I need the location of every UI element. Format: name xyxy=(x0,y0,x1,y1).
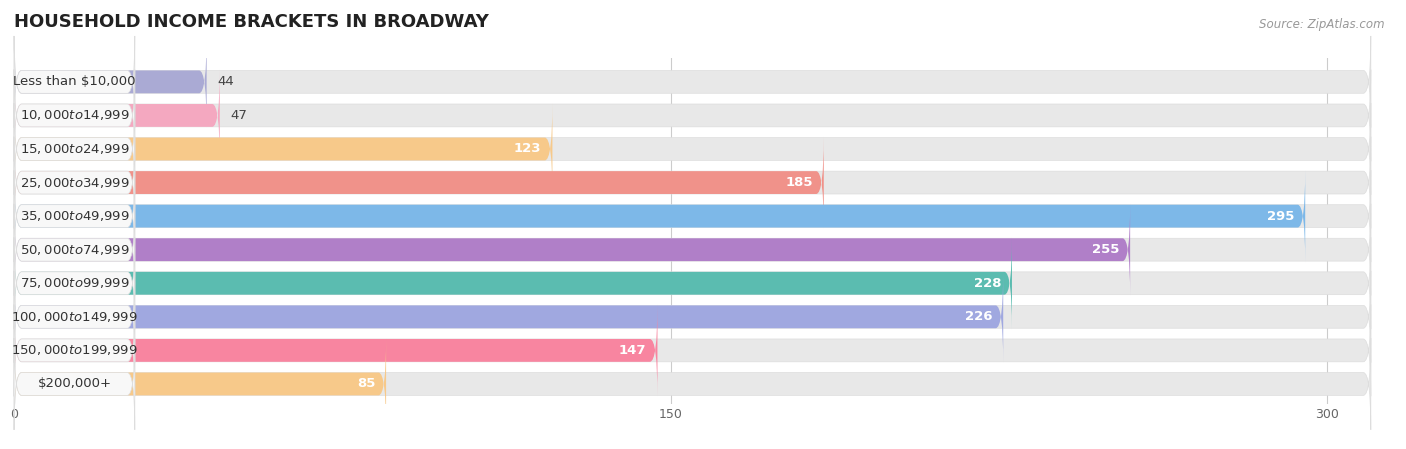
FancyBboxPatch shape xyxy=(14,304,135,396)
FancyBboxPatch shape xyxy=(14,136,824,229)
Text: 147: 147 xyxy=(619,344,647,357)
Text: $200,000+: $200,000+ xyxy=(38,378,111,391)
FancyBboxPatch shape xyxy=(14,136,135,229)
Text: $35,000 to $49,999: $35,000 to $49,999 xyxy=(20,209,129,223)
FancyBboxPatch shape xyxy=(14,338,1371,430)
Text: 44: 44 xyxy=(218,75,235,88)
FancyBboxPatch shape xyxy=(14,36,135,128)
FancyBboxPatch shape xyxy=(14,36,1371,128)
FancyBboxPatch shape xyxy=(14,170,1305,262)
Text: 123: 123 xyxy=(515,142,541,155)
FancyBboxPatch shape xyxy=(14,36,207,128)
FancyBboxPatch shape xyxy=(14,70,219,161)
FancyBboxPatch shape xyxy=(14,238,1012,329)
Text: $25,000 to $34,999: $25,000 to $34,999 xyxy=(20,176,129,189)
FancyBboxPatch shape xyxy=(14,271,135,363)
FancyBboxPatch shape xyxy=(14,70,135,161)
Text: $15,000 to $24,999: $15,000 to $24,999 xyxy=(20,142,129,156)
Text: $150,000 to $199,999: $150,000 to $199,999 xyxy=(11,343,138,357)
FancyBboxPatch shape xyxy=(14,136,1371,229)
FancyBboxPatch shape xyxy=(14,170,135,262)
Text: 226: 226 xyxy=(965,310,993,323)
FancyBboxPatch shape xyxy=(14,103,553,195)
Text: $100,000 to $149,999: $100,000 to $149,999 xyxy=(11,310,138,324)
Text: 85: 85 xyxy=(357,378,375,391)
Text: 255: 255 xyxy=(1092,243,1119,256)
Text: HOUSEHOLD INCOME BRACKETS IN BROADWAY: HOUSEHOLD INCOME BRACKETS IN BROADWAY xyxy=(14,13,489,31)
Text: 47: 47 xyxy=(231,109,247,122)
FancyBboxPatch shape xyxy=(14,338,135,430)
Text: Less than $10,000: Less than $10,000 xyxy=(13,75,136,88)
FancyBboxPatch shape xyxy=(14,204,1130,295)
Text: $75,000 to $99,999: $75,000 to $99,999 xyxy=(20,276,129,290)
Text: $10,000 to $14,999: $10,000 to $14,999 xyxy=(20,108,129,123)
Text: 228: 228 xyxy=(973,277,1001,290)
FancyBboxPatch shape xyxy=(14,238,135,329)
FancyBboxPatch shape xyxy=(14,271,1371,363)
Text: $50,000 to $74,999: $50,000 to $74,999 xyxy=(20,243,129,257)
FancyBboxPatch shape xyxy=(14,204,1371,295)
FancyBboxPatch shape xyxy=(14,238,1371,329)
Text: 185: 185 xyxy=(786,176,813,189)
FancyBboxPatch shape xyxy=(14,103,135,195)
Text: Source: ZipAtlas.com: Source: ZipAtlas.com xyxy=(1260,18,1385,31)
Text: 295: 295 xyxy=(1267,210,1295,223)
FancyBboxPatch shape xyxy=(14,304,658,396)
FancyBboxPatch shape xyxy=(14,170,1371,262)
FancyBboxPatch shape xyxy=(14,70,1371,161)
FancyBboxPatch shape xyxy=(14,338,387,430)
FancyBboxPatch shape xyxy=(14,304,1371,396)
FancyBboxPatch shape xyxy=(14,271,1004,363)
FancyBboxPatch shape xyxy=(14,204,135,295)
FancyBboxPatch shape xyxy=(14,103,1371,195)
